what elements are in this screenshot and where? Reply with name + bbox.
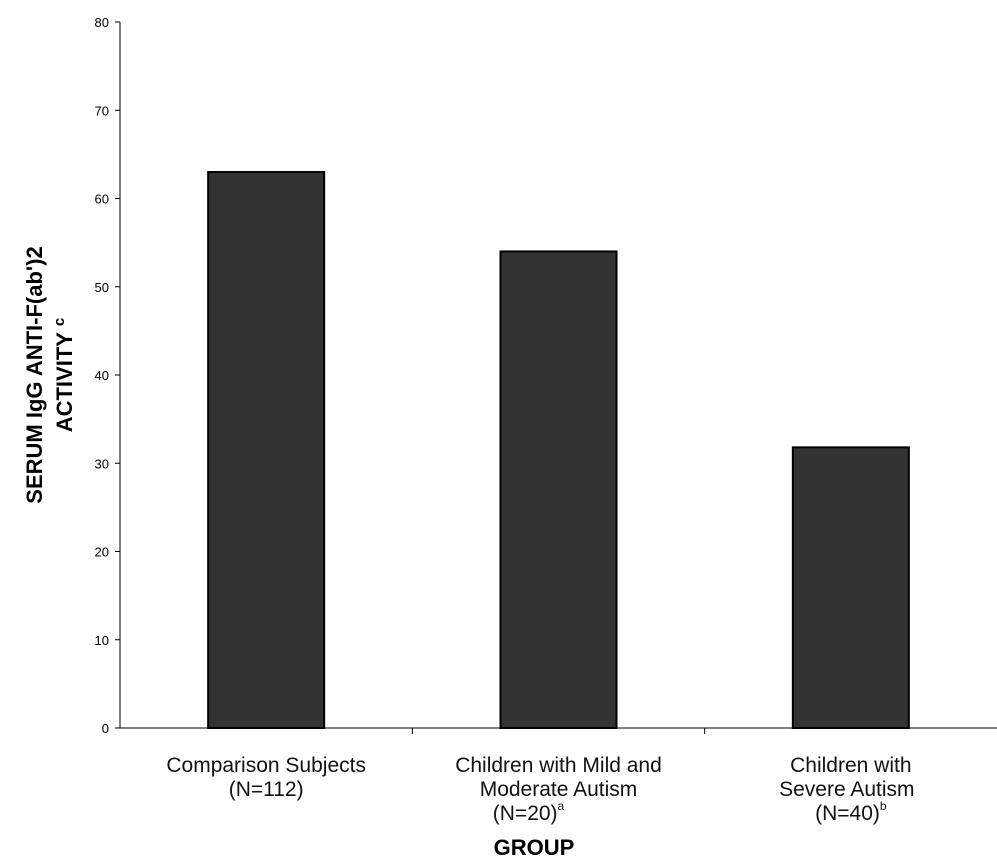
y-tick-label: 0	[102, 721, 109, 736]
y-tick-label: 70	[95, 103, 109, 118]
bars	[207, 171, 910, 729]
y-tick-label: 40	[95, 368, 109, 383]
bar	[499, 250, 618, 729]
y-axis-title-line1: SERUM IgG ANTI-F(ab')2	[22, 246, 47, 503]
x-tick-label: Comparison Subjects(N=112)	[166, 754, 366, 801]
x-tick-label-line: (N=40)b	[815, 799, 887, 825]
y-tick-label: 50	[95, 280, 109, 295]
y-tick-label: 30	[95, 456, 109, 471]
category-labels: Comparison Subjects(N=112) Children with …	[166, 754, 914, 825]
y-tick-label: 20	[95, 545, 109, 560]
x-tick-label-line: (N=112)	[229, 778, 304, 801]
x-tick-label-line: Children with	[790, 754, 911, 777]
bar	[791, 446, 910, 729]
x-tick-label-line: Severe Autism	[779, 778, 914, 801]
y-tick-label: 10	[95, 633, 109, 648]
x-tick-label-line: Children with Mild and	[455, 754, 662, 777]
y-axis-title-line2-group: ACTIVITYc	[51, 318, 77, 433]
y-tick-label: 80	[95, 15, 109, 30]
x-tick-label-line: Comparison Subjects	[166, 754, 366, 777]
x-tick-label-line: Moderate Autism	[480, 778, 638, 801]
x-axis-title: GROUP	[494, 835, 575, 860]
x-tick-label-superscript: a	[558, 799, 565, 813]
x-axis-ticks	[411, 728, 706, 734]
x-tick-label-line: (N=20)a	[493, 799, 565, 825]
y-tick-label: 60	[95, 192, 109, 207]
y-axis-ticks: 0 10 20 30 40 50 60 70 80	[95, 15, 120, 736]
bar	[207, 171, 326, 729]
y-axis-title-line2: ACTIVITYc	[51, 318, 77, 433]
y-axis-title-superscript: c	[51, 318, 68, 326]
x-tick-label-superscript: b	[880, 799, 887, 813]
